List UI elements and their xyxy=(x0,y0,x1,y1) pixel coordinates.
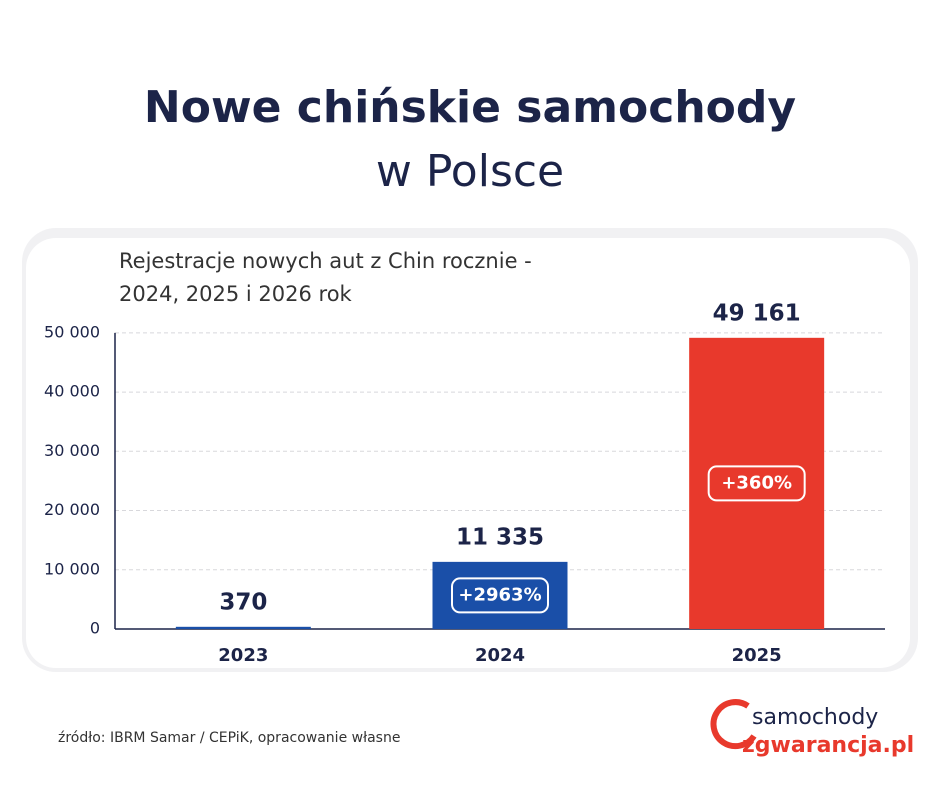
brand: samochody xyxy=(752,705,878,730)
value-label: 11 335 xyxy=(456,524,544,550)
x-tick-label: 2024 xyxy=(475,645,525,666)
x-tick-label: 2025 xyxy=(732,645,782,666)
logo-mark xyxy=(710,699,757,750)
value-label: 49 161 xyxy=(713,300,801,326)
chart-title-line2: w Polsce xyxy=(376,146,564,197)
bar xyxy=(175,626,311,629)
change-badge xyxy=(451,577,549,614)
brand: zgwarancja.pl xyxy=(742,733,914,758)
x-tick-label: 2023 xyxy=(218,645,268,666)
subtitle: Rejestracje nowych aut z Chin rocznie - xyxy=(119,249,532,273)
y-tick-label: 10 000 xyxy=(44,559,100,578)
chart-title: Nowe chińskie samochody xyxy=(144,82,796,133)
card-inner xyxy=(26,238,910,668)
change-badge xyxy=(707,465,806,502)
y-tick-label: 20 000 xyxy=(44,500,100,519)
change-label: +360% xyxy=(721,472,792,493)
y-tick-label: 40 000 xyxy=(44,382,100,401)
y-tick-label: 0 xyxy=(90,619,100,638)
bar xyxy=(689,337,825,629)
y-tick-label: 50 000 xyxy=(44,322,100,341)
value-label: 370 xyxy=(219,589,267,615)
source: źródło: IBRM Samar / CEPiK, opracowanie … xyxy=(58,730,400,746)
change-label: +2963% xyxy=(458,584,541,605)
subtitle: 2024, 2025 i 2026 rok xyxy=(119,282,353,306)
y-tick-label: 30 000 xyxy=(44,441,100,460)
bar xyxy=(432,561,568,629)
